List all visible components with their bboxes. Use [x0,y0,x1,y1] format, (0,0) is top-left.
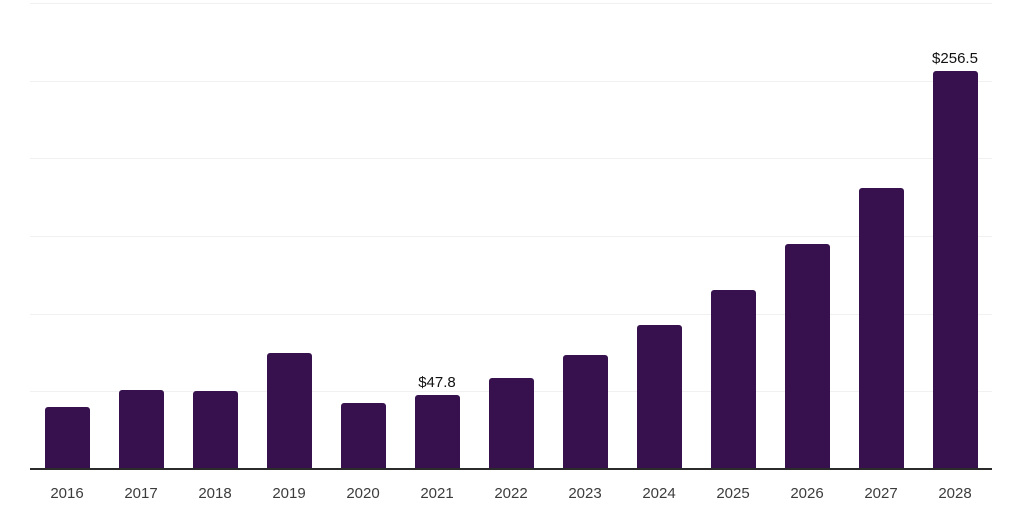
bar-2024 [636,325,682,469]
bar-2022 [488,378,534,469]
x-tick-label-2018: 2018 [198,485,232,502]
bar-2021 [414,394,460,469]
x-tick-label-2023: 2023 [568,485,602,502]
bar-2026 [784,243,830,469]
gridline [30,3,992,4]
x-tick-label-2020: 2020 [346,485,380,502]
bar-2018 [192,391,238,469]
bar-2027 [858,187,904,469]
x-tick-label-2022: 2022 [494,485,528,502]
x-tick-label-2026: 2026 [790,485,824,502]
x-tick-label-2024: 2024 [642,485,676,502]
bar-2025 [710,289,756,469]
bar-2019 [266,352,312,469]
data-label-2021: $47.8 [418,373,456,391]
gridline [30,80,992,82]
gridline [30,313,992,315]
bar-2023 [562,354,608,469]
gridline [30,236,992,237]
x-axis-line [30,468,992,470]
x-tick-label-2028: 2028 [938,485,972,502]
x-tick-label-2017: 2017 [124,485,158,502]
x-tick-label-2016: 2016 [50,485,84,502]
x-tick-label-2027: 2027 [864,485,898,502]
bar-2017 [118,389,164,469]
x-tick-label-2019: 2019 [272,485,306,502]
gridline [30,158,992,160]
bar-2028 [932,70,978,469]
bar-2016 [44,406,90,469]
data-label-2028: $256.5 [932,49,978,67]
x-tick-label-2025: 2025 [716,485,750,502]
x-tick-label-2021: 2021 [420,485,454,502]
bar-2020 [340,402,386,469]
